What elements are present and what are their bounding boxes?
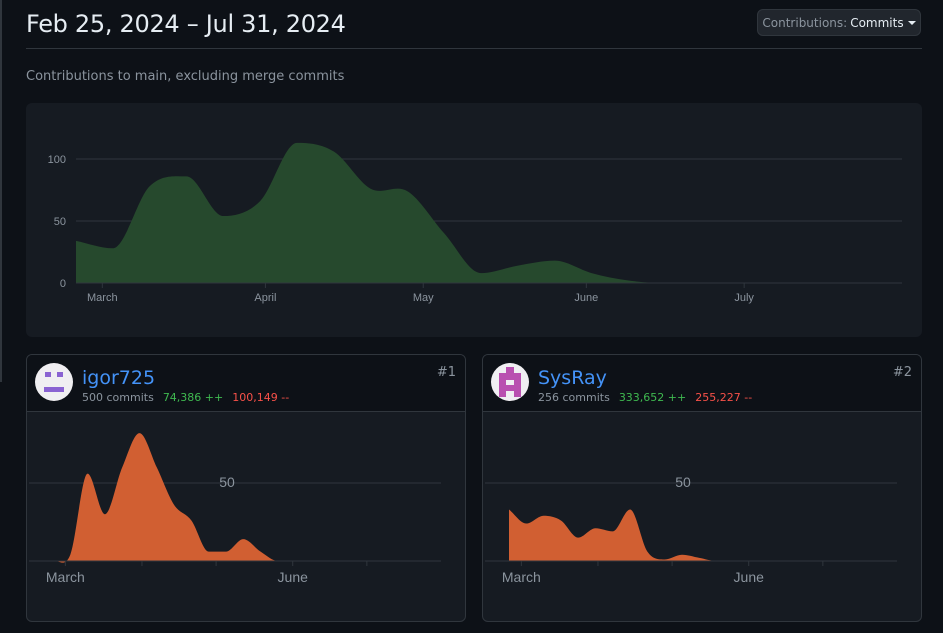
area-series [53,433,434,563]
deletions-count: 255,227 -- [695,391,753,404]
contributor-name-link[interactable]: igor725 [82,367,156,389]
x-tick-label: March [87,292,118,304]
contributor-rank: #1 [436,365,456,380]
main-contributions-chart: 0 50 100 March April May June July [26,103,922,337]
main-chart-svg: 0 50 100 March April May June July [48,142,902,304]
identicon-icon [44,372,64,392]
x-tick-label: May [413,292,434,304]
contributor-header: SysRay 256 commits 333,652 ++ 255,227 -- #… [483,355,921,412]
contributions-type-dropdown[interactable]: Contributions: Commits [757,9,921,36]
contributor-card: igor725 500 commits 74,386 ++ 100,149 -- #… [26,354,466,622]
x-tick-label: July [734,292,754,304]
commit-count[interactable]: 256 commits [538,391,610,404]
x-tick-label: June [574,292,598,304]
y-tick-label: 50 [54,216,66,228]
contributor-header: igor725 500 commits 74,386 ++ 100,149 -- #… [27,355,465,412]
contributor-card: SysRay 256 commits 333,652 ++ 255,227 -- #… [482,354,922,622]
contributor-stats: 256 commits 333,652 ++ 255,227 -- [538,391,752,404]
x-tick-label: June [278,569,309,585]
additions-count: 74,386 ++ [162,391,224,404]
identicon-cell [506,385,514,391]
header-divider [26,48,922,49]
x-tick-label: April [254,292,276,304]
contributor-chart-svg: 50 March June [485,474,897,585]
area-series [76,142,887,283]
identicon-cell [506,367,514,373]
contributor-name-link[interactable]: SysRay [538,367,607,389]
identicon-cell [57,372,63,377]
contributor-chart-svg: 50 March June [29,433,441,585]
avatar[interactable] [491,363,529,401]
x-tick-label: March [502,569,541,585]
identicon-cell [514,380,521,397]
y-tick-label: 0 [60,278,66,290]
y-tick-label: 100 [48,154,66,166]
page-title: Feb 25, 2024 – Jul 31, 2024 [26,10,346,38]
x-tick-label: March [46,569,85,585]
commit-count[interactable]: 500 commits [82,391,154,404]
dropdown-value: Commits [850,15,904,30]
identicon-cell [499,373,521,380]
chart-subtitle: Contributions to main, excluding merge c… [26,69,345,84]
contributor-stats: 500 commits 74,386 ++ 100,149 -- [82,391,289,404]
contributor-rank: #2 [892,365,912,380]
y-tick-label: 50 [219,474,235,490]
left-rail-divider [0,0,2,382]
area-series [509,509,890,561]
identicon-cell [45,372,51,377]
additions-count: 333,652 ++ [618,391,687,404]
caret-down-icon [907,20,916,25]
deletions-count: 100,149 -- [232,391,290,404]
identicon-cell [499,380,506,397]
identicon-cell [44,387,64,392]
y-tick-label: 50 [675,474,691,490]
identicon-icon [499,367,521,397]
x-tick-label: June [734,569,765,585]
avatar[interactable] [35,363,73,401]
dropdown-label: Contributions: [762,15,848,30]
